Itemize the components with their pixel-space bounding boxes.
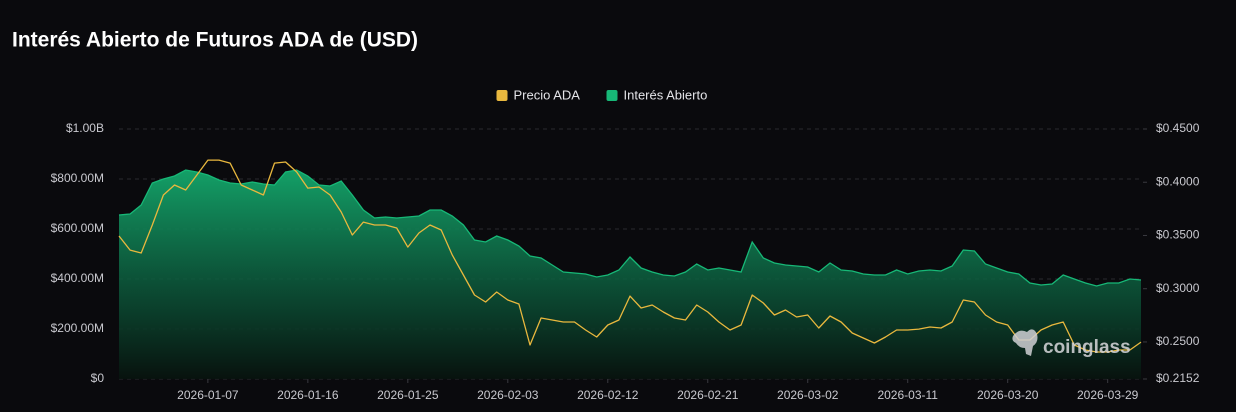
x-tick-label: 2026-01-07 [177,388,239,402]
legend-label: Precio ADA [514,87,581,102]
line [118,159,1142,353]
y2-tick-label: $0.4500 [1156,121,1200,135]
area [119,170,1141,379]
x-tick-label: 2026-03-11 [877,388,938,402]
x-tick-label: 2026-03-02 [777,388,839,402]
x-tick-label: 2026-02-12 [577,388,639,402]
x-tick-label: 2026-01-25 [377,388,439,402]
y-tick-label: $200.00M [51,321,104,335]
watermark: coinglass [1043,337,1131,358]
legend-swatch [606,90,618,101]
y-tick-label: $0 [91,371,105,385]
x-tick-label: 2026-02-03 [477,388,539,402]
x-tick-label: 2026-01-16 [277,388,339,402]
plot-area [118,159,1142,379]
x-tick-label: 2026-03-20 [977,388,1039,402]
x-tick-label: 2026-03-29 [1077,388,1139,402]
y2-tick-label: $0.3500 [1156,228,1200,242]
legend: Precio ADA Interés Abierto [496,87,708,102]
y2-tick-label: $0.2500 [1156,334,1200,348]
watermark-group: coinglass [1012,329,1131,358]
axes: $0 $200.00M $400.00M $600.00M $800.00M $1.00B… [51,121,1200,402]
y-tick-label: $600.00M [51,221,104,235]
y-tick-label: $400.00M [51,271,104,285]
y2-tick-label: $0.3000 [1156,281,1200,295]
y2-tick-label: $0.2152 [1156,371,1200,385]
y-tick-label: $1.00B [66,121,104,135]
area-line [118,169,1142,287]
y2-tick-label: $0.4000 [1156,174,1200,188]
y-tick-label: $800.00M [51,171,104,185]
watermark-logo [1012,329,1038,356]
x-tick-label: 2026-02-21 [677,388,739,402]
legend-label: Interés Abierto [624,87,708,102]
chart-title: Interés Abierto de Futuros ADA de (USD) [12,29,418,52]
legend-swatch [496,90,508,101]
